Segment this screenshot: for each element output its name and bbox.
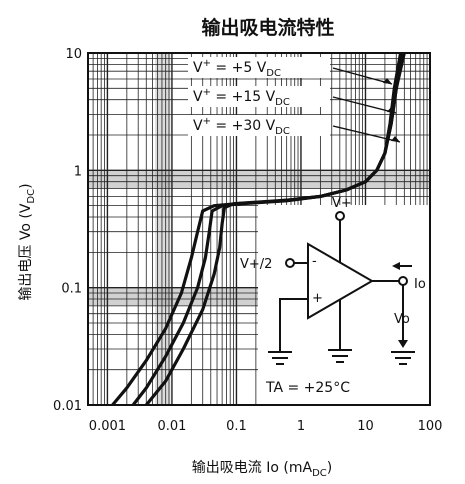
legend-background [188, 86, 330, 107]
output-voltage-label: Vo [394, 312, 410, 327]
x-label-text: 输出吸电流 Io (mA [192, 460, 313, 476]
x-label-subscript: DC [312, 468, 327, 479]
legend-arrow [332, 125, 401, 143]
legend: V+ = +5 VDC V+ = +15 VDC V+ = +30 VDC [188, 57, 401, 143]
x-tick-label: 10 [357, 419, 374, 434]
ground-symbol [391, 351, 415, 365]
legend-entry: V+ = +5 VDC [193, 58, 281, 79]
legend-background [188, 57, 330, 78]
legend-background [188, 115, 330, 136]
output-current-label: Io [414, 277, 426, 292]
legend-arrow [332, 67, 393, 85]
opamp-triangle [307, 242, 374, 320]
shaded-band [88, 170, 430, 189]
inset-background [258, 205, 430, 405]
legend-arrow [332, 96, 397, 114]
y-tick-label: 1 [74, 164, 82, 179]
chart-title: 输出吸电流特性 [201, 16, 334, 39]
output-terminal [398, 276, 408, 286]
opamp-minus-sign: - [312, 254, 317, 269]
ground-symbol [268, 351, 292, 365]
opamp-plus-sign: + [312, 291, 323, 306]
y-label-tail: ) [18, 183, 34, 188]
half-supply-label: V+/2 [240, 257, 272, 272]
x-tick-label: 1 [297, 419, 305, 434]
current-arrowhead [392, 262, 400, 270]
y-label-text: 输出电压 Vo (V [18, 203, 34, 300]
supply-terminal [335, 211, 345, 221]
y-tick-label: 0.01 [53, 399, 82, 414]
plot-frame [87, 52, 431, 406]
legend-entry: V+ = +30 VDC [193, 116, 290, 137]
legend-arrowhead [383, 78, 392, 84]
ground-symbol [328, 349, 352, 363]
x-tick-label: 0.1 [226, 419, 247, 434]
input-terminal [285, 258, 295, 268]
temperature-label: TA = +25°C [265, 380, 350, 396]
voltage-arrowhead [398, 340, 408, 348]
y-tick-label: 0.1 [61, 282, 82, 297]
x-tick-label: 100 [418, 419, 443, 434]
legend-entry: V+ = +15 VDC [193, 87, 290, 108]
supply-label: V+ [332, 196, 352, 211]
x-label-tail: ) [327, 460, 332, 476]
y-tick-label: 10 [65, 47, 82, 62]
y-label-subscript: DC [26, 189, 37, 204]
x-axis-label: 输出吸电流 Io (mADC) [192, 460, 332, 479]
legend-arrowhead [387, 107, 396, 113]
circuit-inset: - + V+ V+/2 Io Vo TA = +25°C [240, 196, 430, 405]
legend-arrowhead [391, 136, 400, 142]
series-line [145, 52, 403, 407]
y-axis-label: 输出电压 Vo (VDC) [18, 183, 37, 300]
plus-input-wire [279, 298, 308, 352]
svg-text:输出电压 Vo (VDC): 输出电压 Vo (VDC) [18, 183, 37, 300]
x-tick-label: 0.01 [157, 419, 186, 434]
shaded-band [155, 53, 171, 405]
tick-labels: 0.001 0.01 0.1 1 10 100 10 1 0.1 0.01 [53, 47, 442, 434]
series-lines [111, 52, 406, 407]
x-tick-label: 0.001 [89, 419, 126, 434]
